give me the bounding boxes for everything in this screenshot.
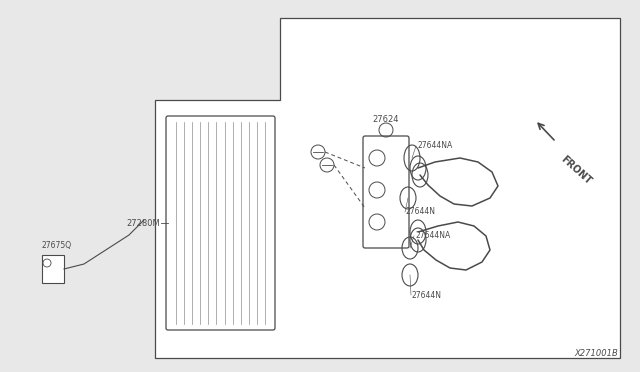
Text: 27644NA: 27644NA — [415, 231, 451, 241]
Text: 27644N: 27644N — [406, 208, 436, 217]
Text: 27624: 27624 — [372, 115, 399, 125]
Polygon shape — [155, 18, 620, 358]
FancyBboxPatch shape — [363, 136, 409, 248]
Text: 27644NA: 27644NA — [417, 141, 452, 151]
Text: 27675Q: 27675Q — [42, 241, 72, 250]
FancyBboxPatch shape — [166, 116, 275, 330]
Text: X271001B: X271001B — [574, 349, 618, 358]
Bar — [42, 255, 64, 283]
Text: 27644N: 27644N — [412, 291, 442, 299]
Text: 27280M: 27280M — [126, 218, 160, 228]
Text: FRONT: FRONT — [559, 154, 593, 186]
